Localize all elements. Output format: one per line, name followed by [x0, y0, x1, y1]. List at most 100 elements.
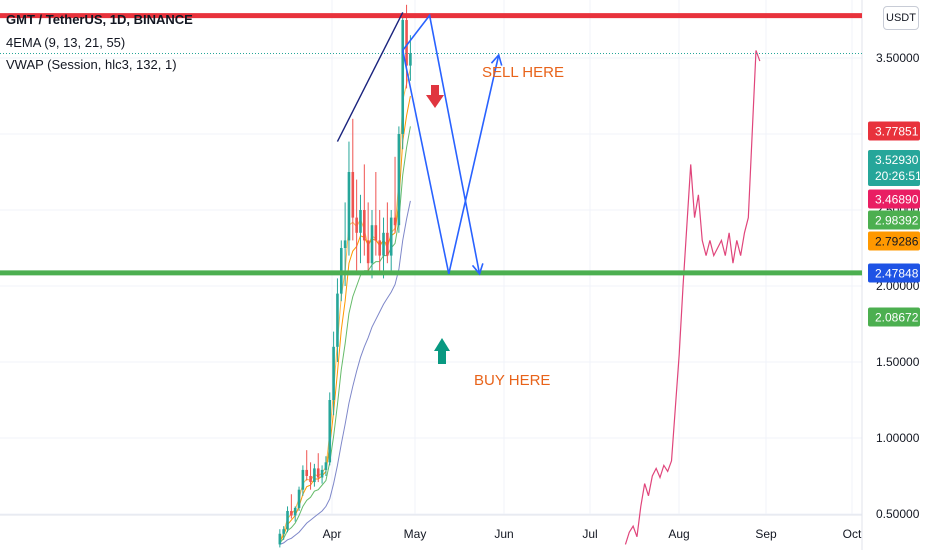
candle — [332, 331, 335, 416]
candle — [374, 172, 378, 256]
candle-body — [359, 210, 362, 233]
y-tick-label: 1.00000 — [876, 431, 920, 445]
sell-annotation: SELL HERE — [482, 64, 564, 81]
candle — [355, 179, 358, 271]
candle-body — [316, 468, 320, 478]
price-tag-label: 3.52930 — [875, 153, 919, 167]
price-tag-bg — [868, 263, 920, 283]
candle — [286, 506, 289, 533]
candle — [328, 392, 332, 466]
x-tick-label: May — [404, 527, 427, 541]
price-tag-label: 3.46890 — [875, 193, 919, 207]
price-tag-countdown: 20:26:51 — [875, 169, 922, 183]
price-tag-label: 2.47848 — [875, 267, 919, 281]
candle-body — [389, 217, 393, 256]
price-tag-label: 3.77851 — [875, 125, 919, 139]
currency-button[interactable]: USDT — [883, 6, 919, 30]
candle — [401, 12, 405, 150]
candle-body — [374, 225, 378, 241]
candle-body — [355, 217, 358, 233]
candle-body — [297, 489, 301, 508]
candle — [409, 35, 412, 81]
candle-body — [336, 293, 339, 347]
annotation-arrows — [426, 85, 450, 364]
price-tag: 3.46890 — [868, 189, 920, 209]
candle-body — [309, 476, 312, 483]
candle-body — [343, 240, 347, 248]
price-tag-bg — [868, 307, 920, 327]
candle-body — [301, 469, 305, 490]
candle — [366, 202, 370, 271]
candle-body — [324, 462, 328, 470]
trend-line — [336, 12, 404, 142]
projection-arrowhead-1 — [471, 263, 484, 276]
candle-body — [401, 20, 405, 134]
y-tick-label: 0.50000 — [876, 507, 920, 521]
candle — [389, 210, 393, 271]
projection-arrowhead-2 — [490, 53, 503, 66]
indicator-ema-label[interactable]: 4EMA (9, 13, 21, 55) — [6, 35, 126, 50]
price-tag: 2.98392 — [868, 210, 920, 230]
indicator-vwap-label[interactable]: VWAP (Session, hlc3, 132, 1) — [6, 57, 177, 72]
price-axis[interactable]: 0.500001.000001.500002.000002.500003.000… — [876, 0, 920, 521]
ema-line-4 — [279, 200, 411, 545]
candle — [397, 126, 401, 233]
ema-line-2 — [279, 95, 411, 542]
candle-body — [382, 232, 385, 256]
candle — [382, 217, 385, 279]
candle-body — [386, 232, 389, 256]
candle-body — [370, 225, 374, 264]
price-tag: 2.47848 — [868, 263, 920, 283]
candles — [278, 4, 412, 548]
drawings[interactable] — [336, 12, 503, 276]
price-tag-bg — [868, 210, 920, 230]
candle — [393, 156, 397, 233]
levels — [0, 13, 862, 276]
candle — [309, 462, 312, 490]
candle-body — [305, 469, 309, 476]
y-tick-label: 1.50000 — [876, 355, 920, 369]
price-tag-bg — [868, 189, 920, 209]
candle-body — [293, 507, 297, 516]
overlay-series — [624, 50, 761, 545]
x-tick-label: Sep — [755, 527, 777, 541]
time-axis[interactable]: Apr May Jun Jul Aug Sep Oct — [323, 527, 862, 541]
candle — [301, 465, 305, 496]
candle — [359, 194, 362, 264]
projection-path-1 — [402, 13, 481, 274]
candle-body — [363, 210, 366, 241]
candle-body — [405, 20, 408, 66]
candle-body — [286, 510, 289, 530]
price-tag: 3.52930 20:26:51 — [868, 150, 922, 186]
candle — [282, 526, 285, 540]
price-tag-bg — [868, 121, 920, 141]
candle — [336, 278, 339, 362]
price-tag-bg — [868, 231, 920, 251]
candle — [305, 450, 309, 481]
candle — [290, 494, 293, 519]
y-tick-label: 3.50000 — [876, 51, 920, 65]
x-tick-label: Aug — [668, 527, 689, 541]
price-tags: 3.77851 3.52930 20:26:51 3.46890 2.98392 2.79… — [868, 121, 922, 327]
grid — [0, 0, 862, 515]
overlay-line — [624, 50, 761, 545]
candle-body — [397, 134, 401, 226]
candle-body — [351, 172, 355, 218]
candle-body — [313, 468, 316, 483]
x-tick-label: Jun — [494, 527, 513, 541]
candle-body — [320, 469, 324, 478]
price-tag-label: 2.79286 — [875, 235, 919, 249]
ema-lines — [279, 68, 411, 545]
price-tag-label: 2.98392 — [875, 214, 919, 228]
candle-body — [328, 400, 332, 463]
sell-arrow-icon — [426, 85, 444, 108]
candle-body — [332, 346, 335, 400]
candle — [313, 463, 316, 487]
buy-annotation: BUY HERE — [474, 372, 551, 389]
price-tag: 2.08672 — [868, 307, 920, 327]
price-tag: 2.79286 — [868, 231, 920, 251]
candle — [293, 506, 297, 522]
candle-body — [378, 240, 381, 256]
x-tick-label: Apr — [323, 527, 342, 541]
